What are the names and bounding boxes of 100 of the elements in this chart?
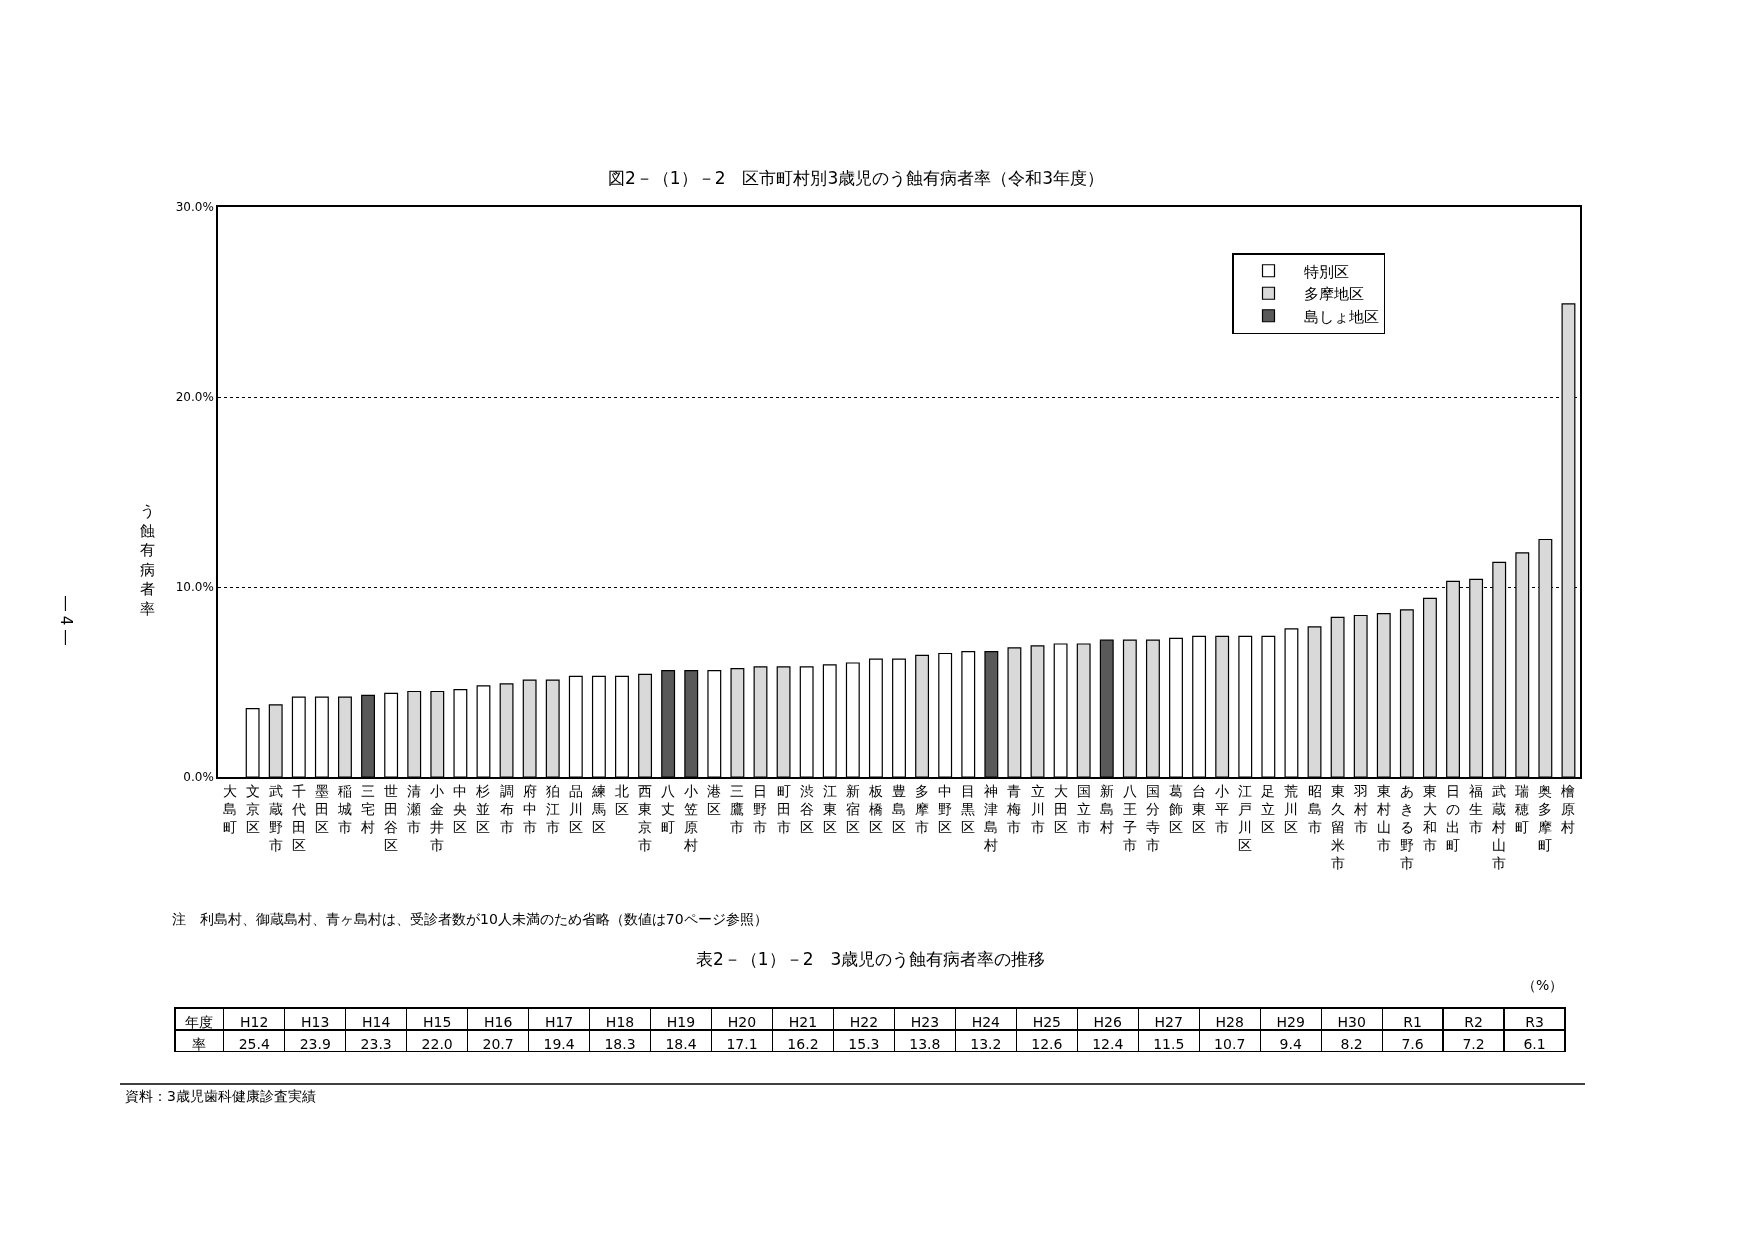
x-tick-label: 西東京市 — [638, 782, 653, 854]
x-tick-label: 昭島市 — [1307, 782, 1322, 835]
x-tick-label: 小笠原村 — [683, 782, 699, 854]
text: 表2－（1）－2 3歳児のう蝕有病者率の推移 — [696, 949, 1046, 969]
x-tick-label: 北区 — [614, 782, 629, 817]
chart-title: 図2－（1）－2 区市町村別3歳児のう蝕有病者率（令和3年度） — [608, 168, 1105, 188]
y-tick-label: 0.0% — [183, 770, 214, 785]
x-tick-label: 渋谷区 — [799, 782, 814, 835]
x-tick-label: 国分寺市 — [1145, 782, 1160, 854]
text: 11.5 — [1153, 1035, 1185, 1052]
category-label: H26 — [1093, 1013, 1123, 1030]
x-tick-label: 練馬区 — [590, 782, 606, 835]
text: 10.7 — [1214, 1035, 1246, 1052]
x-tick-label: 豊島区 — [892, 782, 906, 835]
x-tick-label: 品川区 — [568, 782, 583, 835]
category-label: H23 — [910, 1013, 940, 1030]
category-label: H28 — [1215, 1013, 1244, 1030]
category-label: H20 — [727, 1013, 757, 1030]
x-tick-label: 江戸川区 — [1238, 782, 1253, 854]
x-tick-label: 日野市 — [753, 782, 768, 835]
category-label: H19 — [666, 1013, 696, 1030]
x-tick-label: 青梅市 — [1006, 782, 1022, 835]
x-tick-label: 港区 — [707, 782, 722, 817]
legend-label: 多摩地区 — [1303, 285, 1364, 304]
category-label: H27 — [1154, 1013, 1183, 1030]
text: （%） — [1522, 977, 1564, 993]
x-tick-label: 江東区 — [822, 782, 837, 835]
category-label: H12 — [240, 1013, 269, 1030]
x-tick-label: あきる野市 — [1399, 782, 1414, 872]
text: 19.4 — [543, 1035, 575, 1052]
x-tick-label: 荒川区 — [1284, 782, 1299, 835]
x-tick-label: 墨田区 — [314, 782, 329, 835]
text: 15.3 — [848, 1035, 880, 1052]
text: ― 4 ― — [57, 596, 75, 646]
x-tick-label: 東村山市 — [1375, 782, 1391, 854]
x-tick-label: 町田市 — [776, 782, 791, 835]
text: 13.2 — [970, 1035, 1002, 1052]
text: 9.4 — [1279, 1035, 1302, 1052]
category-label: H29 — [1276, 1013, 1305, 1030]
legend-label: 特別区 — [1303, 262, 1349, 281]
category-label: R2 — [1464, 1013, 1483, 1030]
text: 率 — [192, 1035, 207, 1052]
x-tick-label: 瑞穂町 — [1515, 782, 1530, 835]
category-label: R1 — [1403, 1013, 1422, 1030]
x-tick-label: 文京区 — [245, 782, 260, 835]
x-tick-label: 神津島村 — [983, 782, 999, 854]
category-label: H13 — [301, 1013, 330, 1030]
x-tick-label: 日の出町 — [1446, 782, 1461, 854]
category-label: H25 — [1032, 1013, 1061, 1030]
x-tick-label: 稲城市 — [336, 782, 352, 835]
x-tick-label: 八王子市 — [1122, 782, 1137, 854]
category-label: H17 — [544, 1013, 574, 1030]
text: 7.2 — [1462, 1035, 1485, 1052]
text: 16.2 — [787, 1035, 819, 1052]
x-tick-label: 大島町 — [222, 782, 237, 835]
x-tick-label: 檜原村 — [1560, 782, 1576, 835]
text: 22.0 — [421, 1035, 453, 1052]
x-tick-label: 国立市 — [1076, 782, 1091, 835]
text: 20.7 — [482, 1035, 514, 1052]
category-label: H21 — [788, 1013, 818, 1030]
x-tick-label: 狛江市 — [545, 782, 560, 835]
text: 23.9 — [299, 1035, 331, 1052]
x-tick-label: 立川市 — [1030, 782, 1045, 835]
x-tick-label: 福生市 — [1469, 782, 1484, 835]
y-tick-label: 20.0% — [175, 390, 214, 405]
x-tick-label: 三鷹市 — [730, 782, 745, 835]
x-tick-label: 小金井市 — [430, 782, 445, 854]
text: 6.1 — [1523, 1035, 1546, 1052]
category-label: H22 — [849, 1013, 879, 1030]
x-tick-label: 武蔵野市 — [268, 782, 283, 854]
category-label: H18 — [605, 1013, 635, 1030]
text: 17.1 — [726, 1035, 758, 1052]
category-label: H14 — [362, 1013, 391, 1030]
x-tick-label: 杉並区 — [475, 782, 491, 835]
x-tick-label: 調布市 — [499, 782, 514, 835]
text: 資料：3歳児歯科健康診査実績 — [125, 1088, 316, 1104]
text: 12.4 — [1092, 1035, 1124, 1052]
text: 18.4 — [665, 1035, 697, 1052]
x-tick-label: 台東区 — [1192, 782, 1207, 835]
category-label: H30 — [1337, 1013, 1366, 1030]
x-tick-label: 東大和市 — [1422, 782, 1437, 854]
x-tick-label: 清瀬市 — [407, 782, 422, 835]
text: 13.8 — [909, 1035, 941, 1052]
x-tick-label: 新宿区 — [845, 782, 860, 835]
legend-label: 島しょ地区 — [1303, 307, 1379, 326]
x-tick-label: 大田区 — [1053, 782, 1068, 835]
x-tick-label: 足立区 — [1261, 782, 1276, 835]
x-tick-label: 中野区 — [938, 782, 953, 835]
text: 年度 — [185, 1013, 214, 1030]
x-tick-label: 中央区 — [453, 782, 468, 835]
x-tick-label: 千代田区 — [290, 782, 306, 854]
x-tick-label: 八丈町 — [661, 782, 676, 835]
text: 注 利島村、御蔵島村、青ヶ島村は、受診者数が10人未満のため省略（数値は70ページ参照） — [172, 911, 768, 927]
text: 8.2 — [1340, 1035, 1363, 1052]
x-tick-label: 葛飾区 — [1169, 782, 1184, 835]
text: 18.3 — [604, 1035, 636, 1052]
x-tick-label: 目黒区 — [961, 782, 976, 835]
x-tick-label: 府中市 — [522, 782, 537, 835]
text: 12.6 — [1031, 1035, 1063, 1052]
y-axis-title: う蝕有病者率 — [140, 502, 155, 618]
